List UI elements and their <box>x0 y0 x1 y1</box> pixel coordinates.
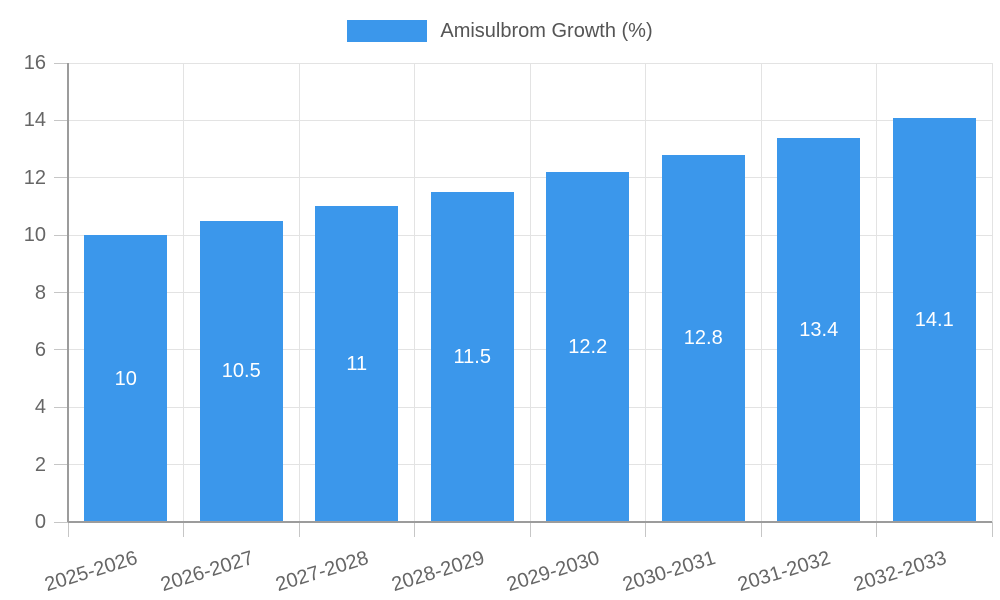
bar[interactable]: 12.2 <box>546 172 630 522</box>
x-axis-label: 2030-2031 <box>619 547 718 597</box>
bar-value-label: 12.2 <box>568 336 608 358</box>
bar[interactable]: 14.1 <box>892 117 976 522</box>
y-axis-tick <box>54 292 68 293</box>
bar-value-label: 12.8 <box>683 327 723 350</box>
y-axis-label: 8 <box>34 281 46 304</box>
bar-value-label: 11.5 <box>453 346 491 369</box>
bar-value-label: 10.5 <box>221 360 261 383</box>
legend-label: Amisulbrom Growth (%) <box>440 20 653 42</box>
y-axis-label: 2 <box>34 453 46 476</box>
y-axis-label: 0 <box>34 511 46 533</box>
bar[interactable]: 10.5 <box>199 220 283 522</box>
x-axis-label: 2027-2028 <box>273 547 372 597</box>
y-axis-label: 16 <box>23 52 46 74</box>
bar[interactable]: 11 <box>315 206 399 522</box>
gridline-vertical <box>298 63 300 522</box>
bar-value-label: 13.4 <box>799 318 839 341</box>
bar[interactable]: 10 <box>84 235 168 522</box>
legend[interactable]: Amisulbrom Growth (%) <box>0 20 1000 42</box>
x-axis-label: 2025-2026 <box>42 547 141 597</box>
y-axis-tick <box>54 406 68 408</box>
gridline-vertical <box>529 63 531 522</box>
legend-swatch-icon <box>347 20 428 42</box>
bar-value-label: 10 <box>114 367 137 390</box>
x-axis-tick <box>991 522 993 537</box>
y-axis-tick <box>54 349 68 351</box>
y-axis-tick <box>54 177 68 179</box>
y-axis-label: 6 <box>34 338 46 361</box>
x-axis-tick <box>760 522 762 537</box>
bar-value-label: 14.1 <box>914 308 954 331</box>
bar[interactable]: 12.8 <box>661 154 745 522</box>
gridline-vertical <box>876 63 877 522</box>
y-axis-label: 4 <box>34 396 46 419</box>
gridline-vertical <box>645 63 646 522</box>
x-axis-label: 2028-2029 <box>388 547 487 597</box>
y-axis-tick <box>54 521 68 523</box>
x-axis-tick <box>298 522 300 537</box>
x-axis-tick <box>414 522 415 537</box>
y-axis-tick <box>54 464 68 466</box>
x-axis-label: 2029-2030 <box>504 547 603 597</box>
gridline-vertical <box>991 63 993 522</box>
gridline-vertical <box>183 63 184 522</box>
plot-area: 0 2 4 6 8 10 12 14 16 10 10.5 11 11.5 12.2 12.8 13.4 14.… <box>24 52 993 596</box>
gridline-vertical <box>414 63 415 522</box>
x-axis-label: 2026-2027 <box>157 547 256 597</box>
y-axis-tick <box>54 234 68 236</box>
y-axis-label: 10 <box>23 224 46 247</box>
x-axis-tick <box>645 522 646 537</box>
x-axis-label: 2032-2033 <box>850 547 949 597</box>
bar-value-label: 11 <box>346 353 368 376</box>
x-axis-tick <box>529 522 531 537</box>
x-axis-label: 2031-2032 <box>735 547 834 597</box>
x-axis-tick <box>876 522 877 537</box>
x-axis-line <box>68 521 992 523</box>
gridline-vertical <box>760 63 762 522</box>
y-axis-tick <box>54 62 68 64</box>
y-axis-tick <box>54 119 68 121</box>
y-axis-label: 12 <box>23 166 46 189</box>
y-axis-line <box>67 63 69 522</box>
y-axis-label: 14 <box>23 109 46 132</box>
bar[interactable]: 13.4 <box>777 137 861 522</box>
x-axis-tick <box>183 522 184 537</box>
bar[interactable]: 11.5 <box>430 192 514 522</box>
x-axis-tick <box>67 522 69 537</box>
